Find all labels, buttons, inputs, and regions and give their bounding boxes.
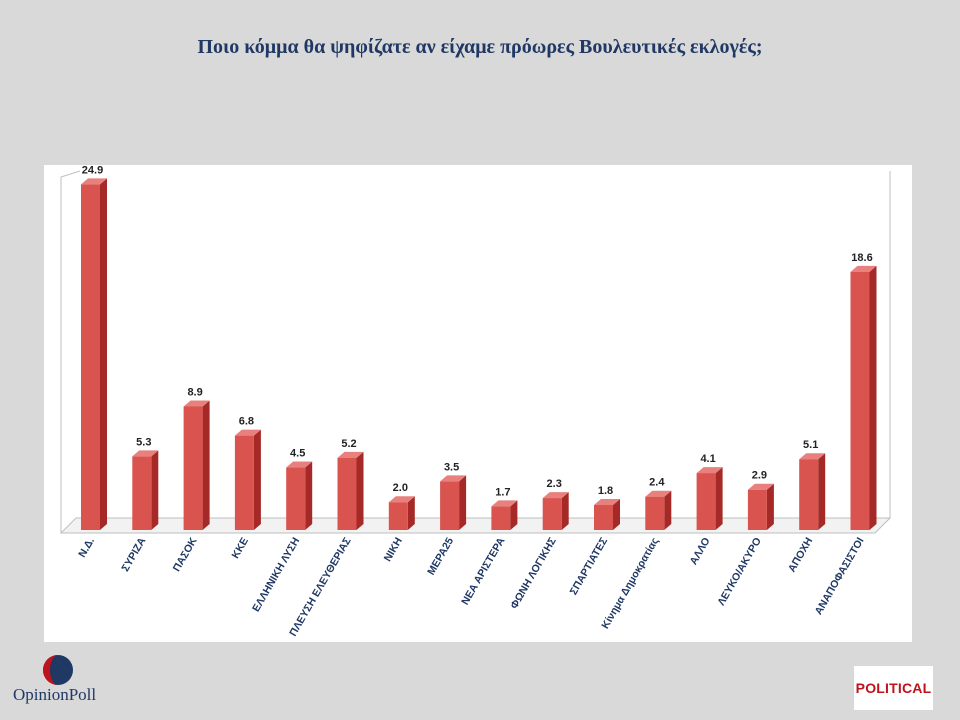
opinionpoll-logo-mark — [43, 655, 73, 685]
bar-top — [696, 467, 723, 474]
bar-top — [286, 461, 313, 468]
bar-top — [594, 499, 620, 506]
political-logo-text: POLITICAL — [855, 680, 932, 696]
x-tick-label: ΑΛΛΟ — [688, 536, 713, 568]
data-label: 6.8 — [239, 416, 254, 428]
chart-floor — [59, 517, 892, 534]
bar-top — [491, 500, 518, 507]
x-tick-label: ΝΙΚΗ — [382, 536, 405, 564]
bar — [81, 184, 100, 530]
bar-top — [234, 429, 261, 436]
data-label: 2.4 — [649, 477, 665, 489]
bar — [594, 505, 613, 530]
bar-side — [407, 496, 415, 530]
bar-side — [715, 467, 723, 530]
bar — [234, 435, 254, 530]
data-label: 24.9 — [82, 165, 103, 176]
data-label: 3.5 — [444, 461, 459, 473]
x-tick-label: ΜΕΡΑ25 — [425, 535, 456, 577]
bar — [440, 481, 460, 530]
bar — [286, 467, 306, 530]
data-label: 4.5 — [290, 448, 305, 460]
data-label: 2.9 — [752, 470, 767, 482]
bar — [388, 502, 408, 530]
bar-top — [183, 400, 210, 407]
opinionpoll-logo-text: OpinionPoll — [13, 685, 97, 704]
x-tick-label: ΛΕΥΚΟ/ΑΚΥΡΟ — [715, 536, 764, 608]
x-tick-label: ΠΛΕΥΣΗ ΕΛΕΥΘΕΡΙΑΣ — [287, 536, 353, 639]
x-tick-label: ΣΥΡΙΖΑ — [119, 535, 148, 574]
bar-top — [850, 265, 877, 272]
x-tick-label: ΣΠΑΡΤΙΑΤΕΣ — [568, 536, 611, 598]
bar-side — [356, 451, 364, 530]
bar-side — [459, 475, 467, 530]
data-label: 1.8 — [598, 485, 613, 497]
bar-top — [440, 475, 467, 482]
bar-top — [388, 496, 415, 503]
bar — [491, 506, 511, 530]
bar-top — [645, 490, 672, 497]
bar-side — [202, 400, 210, 530]
bar-top — [542, 492, 569, 499]
x-tick-label: ΠΑΣΟΚ — [171, 535, 200, 574]
data-label: 1.7 — [495, 486, 510, 498]
bar-chart: 24.9 Ν.Δ. 5.3 ΣΥΡΙΖΑ 8.9 ΠΑΣΟΚ 6.8 ΚΚΕ 4.5 ΕΛΛΗΝΙ… — [59, 165, 892, 639]
x-tick-label: Ν.Δ. — [76, 535, 97, 559]
bar-side — [664, 490, 672, 530]
bar — [850, 271, 870, 530]
opinionpoll-logo: OpinionPoll — [10, 652, 120, 712]
bar — [696, 473, 716, 530]
bar — [337, 457, 357, 530]
bar-side — [818, 453, 826, 530]
bar — [542, 498, 562, 530]
data-label: 5.1 — [803, 439, 818, 451]
bar-side — [869, 265, 877, 530]
data-label: 5.2 — [341, 438, 356, 450]
bar-side — [561, 492, 569, 530]
data-label: 5.3 — [136, 436, 151, 448]
chart-back-wall-left — [60, 170, 81, 533]
x-tick-label: ΑΝΑΠΟΦΑΣΙΣΤΟΙ — [813, 535, 867, 617]
chart-title: Ποιο κόμμα θα ψηφίζατε αν είχαμε πρόωρες… — [197, 36, 763, 58]
data-label: 4.1 — [700, 453, 715, 465]
bar-side — [253, 429, 261, 530]
political-logo: POLITICAL — [854, 666, 933, 710]
x-tick-label: Κίνημα Δημοκρατίας — [599, 535, 661, 631]
bar-side — [151, 450, 159, 530]
bar-top — [81, 178, 107, 185]
bar — [183, 406, 203, 530]
bar-top — [747, 483, 774, 490]
x-tick-label: ΝΕΑ ΑΡΙΣΤΕΡΑ — [459, 535, 507, 607]
x-tick-label: ΚΚΕ — [230, 536, 251, 561]
x-tick-label: ΑΠΟΧΗ — [786, 536, 815, 575]
data-label: 2.0 — [393, 482, 408, 494]
bar-top — [132, 450, 159, 457]
x-tick-label: ΕΛΛΗΝΙΚΗ ΛΥΣΗ — [250, 536, 302, 615]
bar — [747, 489, 767, 530]
bar-side — [305, 461, 313, 530]
x-tick-label: ΦΩΝΗ ΛΟΓΙΚΗΣ — [508, 536, 559, 612]
bar-side — [100, 178, 107, 530]
data-label: 18.6 — [851, 252, 872, 264]
bar-side — [766, 483, 774, 530]
bar — [645, 496, 665, 530]
data-label: 2.3 — [547, 478, 562, 490]
bar-top — [799, 453, 826, 460]
bar — [132, 456, 152, 530]
bar-top — [337, 451, 364, 458]
bar-side — [613, 499, 620, 530]
bar — [799, 459, 819, 530]
data-label: 8.9 — [187, 386, 202, 398]
chart-panel: 24.9 Ν.Δ. 5.3 ΣΥΡΙΖΑ 8.9 ΠΑΣΟΚ 6.8 ΚΚΕ 4.5 ΕΛΛΗΝΙ… — [44, 165, 912, 642]
bar-side — [510, 500, 518, 530]
